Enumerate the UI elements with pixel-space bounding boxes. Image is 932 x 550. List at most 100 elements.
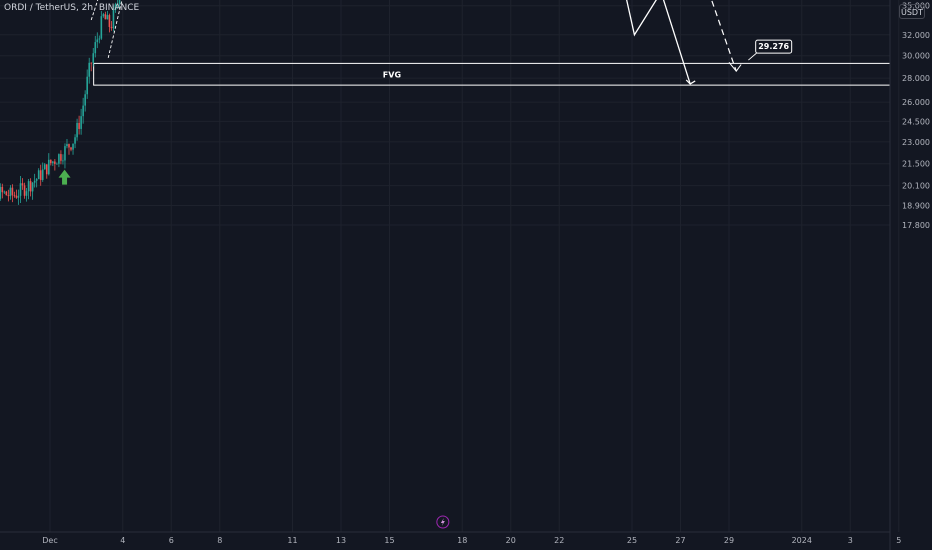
callout-box bbox=[755, 39, 793, 54]
fvg-label: FVG bbox=[383, 70, 401, 79]
candle-body bbox=[74, 137, 76, 144]
candle-body bbox=[43, 164, 46, 170]
price-tick-label: 17.800 bbox=[902, 221, 930, 230]
candle-body bbox=[37, 170, 40, 180]
time-tick-label: 25 bbox=[627, 536, 637, 545]
candle-body bbox=[17, 195, 20, 198]
candle-body bbox=[50, 159, 52, 164]
time-tick-label: 5 bbox=[896, 536, 901, 545]
price-tick-label: 35.000 bbox=[902, 2, 930, 11]
candle-body bbox=[64, 146, 66, 161]
candle-body bbox=[104, 14, 107, 20]
candles bbox=[0, 0, 121, 205]
candle-body bbox=[29, 181, 32, 192]
candle-body bbox=[13, 195, 16, 197]
usdt-button[interactable]: USDT bbox=[899, 4, 925, 19]
price-tick-label: 32.000 bbox=[902, 31, 930, 40]
candle-body bbox=[100, 16, 103, 39]
price-tick-label: 24.500 bbox=[902, 117, 930, 126]
candle-body bbox=[106, 15, 109, 20]
candle-body bbox=[92, 53, 95, 64]
time-axis[interactable]: 29Dec468111315182022252729202435 bbox=[0, 515, 901, 545]
wave-labels: ABCDE39.71629.276 bbox=[748, 39, 793, 61]
price-tick-label: 20.100 bbox=[902, 182, 930, 191]
time-tick-label: 13 bbox=[336, 536, 346, 545]
grid bbox=[0, 0, 900, 532]
time-tick-label: 18 bbox=[457, 536, 467, 545]
candle-body bbox=[27, 181, 30, 192]
candle-body bbox=[114, 4, 117, 11]
candle-body bbox=[96, 39, 99, 43]
time-tick-label: Dec bbox=[42, 536, 57, 545]
candle-body bbox=[33, 180, 36, 183]
candle-body bbox=[62, 160, 64, 162]
candle-body bbox=[110, 26, 113, 29]
drawings bbox=[58, 0, 742, 185]
candle-body bbox=[68, 144, 70, 148]
chart-title: ORDI / TetherUS, 2h, BINANCE bbox=[4, 3, 140, 13]
candle-body bbox=[116, 3, 119, 5]
candle-body bbox=[7, 195, 10, 197]
candle-body bbox=[39, 170, 42, 180]
candle-body bbox=[76, 122, 78, 138]
candle-body bbox=[58, 154, 60, 164]
candle-body bbox=[9, 187, 12, 197]
dashed-projection-arrow bbox=[710, 0, 737, 72]
price-tick-label: 23.000 bbox=[902, 138, 930, 147]
candle-body bbox=[54, 161, 56, 164]
lightning-icon[interactable] bbox=[436, 515, 450, 529]
time-tick-label: 4 bbox=[120, 536, 125, 545]
candle-body bbox=[19, 183, 22, 196]
price-tick-label: 30.000 bbox=[902, 52, 930, 61]
candle-body bbox=[108, 15, 111, 27]
candle-body bbox=[45, 164, 48, 175]
time-tick-label: 6 bbox=[169, 536, 174, 545]
candle-body bbox=[78, 122, 80, 129]
time-tick-label: 11 bbox=[287, 536, 297, 545]
candle-body bbox=[11, 187, 14, 196]
candle-body bbox=[3, 191, 6, 193]
candle-body bbox=[25, 191, 28, 196]
candle-body bbox=[15, 195, 18, 198]
price-tick-label: 21.500 bbox=[902, 160, 930, 169]
price-tick-label: 26.000 bbox=[902, 98, 930, 107]
candle-body bbox=[31, 182, 34, 192]
candle-body bbox=[21, 183, 24, 186]
candle-body bbox=[112, 10, 115, 29]
candle-body bbox=[52, 161, 54, 164]
candle-body bbox=[47, 159, 50, 175]
projection-path bbox=[626, 0, 691, 85]
candle-body bbox=[72, 143, 74, 150]
candle-body bbox=[80, 116, 82, 129]
candle-body bbox=[98, 38, 101, 40]
candle-body bbox=[70, 147, 72, 150]
dashed-arrow-head bbox=[728, 61, 742, 73]
time-tick-label: 20 bbox=[506, 536, 516, 545]
lightning-icon-bolt bbox=[440, 518, 445, 526]
target-label: 29.276 bbox=[758, 42, 789, 51]
candle-body bbox=[66, 144, 68, 147]
candle-body bbox=[56, 163, 58, 165]
green-up-arrow-icon bbox=[58, 169, 71, 185]
time-tick-label: 29 bbox=[724, 536, 734, 545]
time-tick-label: 2024 bbox=[792, 536, 812, 545]
candle-body bbox=[102, 14, 105, 17]
price-tick-label: 18.900 bbox=[902, 202, 930, 211]
candle-body bbox=[86, 76, 88, 95]
candle-body bbox=[35, 179, 38, 181]
time-tick-label: 27 bbox=[675, 536, 685, 545]
candle-body bbox=[82, 105, 84, 117]
candle-body bbox=[41, 169, 44, 180]
candle-body bbox=[118, 0, 121, 4]
candle-body bbox=[1, 186, 4, 193]
candle-body bbox=[5, 191, 8, 196]
time-tick-label: 8 bbox=[217, 536, 222, 545]
candle-body bbox=[23, 185, 26, 196]
candle-body bbox=[60, 154, 62, 161]
time-tick-label: 15 bbox=[384, 536, 394, 545]
price-axis[interactable]: 79.00074.00069.00065.00061.00057.00053.0… bbox=[889, 0, 932, 550]
candle-body bbox=[0, 186, 2, 199]
time-tick-label: 3 bbox=[848, 536, 853, 545]
candle-body bbox=[90, 62, 93, 64]
